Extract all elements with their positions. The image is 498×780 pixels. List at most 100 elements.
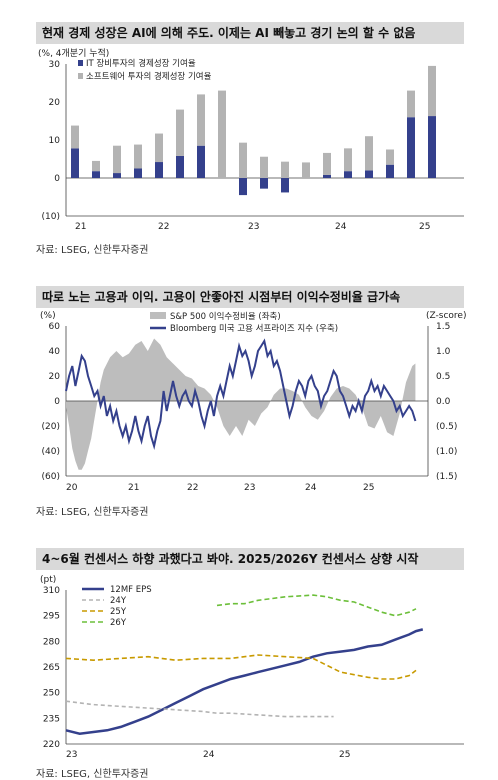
chart3-line-0: [65, 628, 424, 735]
chart1-x-tick: 24: [335, 222, 347, 232]
chart1-bar-it: [428, 116, 436, 178]
chart1-y-tick: 10: [49, 136, 61, 146]
chart2-legend-swatch: [150, 312, 166, 319]
chart1-bar-sw: [113, 145, 121, 174]
chart2-y-tick-right: 0.5: [436, 372, 450, 382]
chart2-panel: 따로 노는 고용과 이익. 고용이 안좋아진 시점부터 이익수정비율 급가속: [36, 286, 464, 308]
chart1-bar-sw: [239, 142, 247, 178]
chart2-source: 자료: LSEG, 신한투자증권: [36, 507, 149, 518]
chart1-source: 자료: LSEG, 신한투자증권: [36, 245, 149, 256]
chart1-bar-sw: [407, 90, 415, 118]
chart1-y-tick: (10): [42, 212, 60, 222]
chart1-bar-it: [134, 168, 142, 178]
chart3-panel: 4~6월 컨센서스 하향 과했다고 봐야. 2025/2026Y 컨센서스 상향…: [36, 548, 464, 570]
chart2-y-tick-left: (40): [42, 447, 60, 457]
chart1-title: 현재 경제 성장은 AI에 의해 주도. 이제는 AI 빼놓고 경기 논의 할 …: [36, 22, 464, 44]
chart3-source: 자료: LSEG, 신한투자증권: [36, 769, 149, 780]
chart1-y-tick: 30: [49, 60, 61, 70]
chart1-bar-sw: [218, 90, 226, 178]
chart2-y-tick-right: (0.5): [436, 422, 457, 432]
chart2-left-unit: (%): [40, 311, 56, 321]
chart3-y-tick: 250: [43, 689, 60, 699]
chart1-y-tick: 20: [49, 98, 61, 108]
chart2-x-tick: 20: [66, 483, 78, 493]
chart1-bar-it: [71, 148, 79, 178]
chart1-bar-it: [113, 173, 121, 178]
chart3-legend-label: 24Y: [110, 596, 127, 606]
chart2-legend-label: S&P 500 이익수정비율 (좌축): [170, 311, 281, 322]
chart2-x-tick: 24: [305, 483, 317, 493]
chart1-bar-it: [365, 170, 373, 178]
chart3-title: 4~6월 컨센서스 하향 과했다고 봐야. 2025/2026Y 컨센서스 상향…: [36, 548, 464, 570]
chart1-bar-it: [386, 164, 394, 178]
chart2-right-unit: (Z-score): [426, 311, 466, 321]
chart3-x-tick: 25: [339, 750, 350, 760]
chart1-legend-swatch: [78, 73, 83, 79]
chart1-legend-label: 소프트웨어 투자의 경제성장 기여율: [86, 71, 212, 82]
chart1-bar-it: [239, 178, 247, 196]
chart1-legend-label: IT 장비투자의 경제성장 기여율: [86, 58, 196, 69]
chart1-x-tick: 23: [248, 222, 259, 232]
chart2-y-tick-right: (1.0): [436, 447, 457, 457]
chart2-x-tick: 21: [128, 483, 139, 493]
chart3-legend-label: 25Y: [110, 607, 127, 617]
chart1-bar-sw: [323, 152, 331, 175]
chart3-legend-label: 26Y: [110, 618, 127, 628]
chart1-bar-it: [176, 155, 184, 178]
chart1-bar-sw: [71, 125, 79, 149]
chart2-x-tick: 25: [363, 483, 374, 493]
chart1-bar-it: [281, 178, 289, 193]
chart2-y-tick-right: 1.5: [436, 322, 450, 332]
chart1-bar-sw: [344, 148, 352, 172]
chart2-svg: (%) (Z-score) 60 40 20 0 (20) (40) (60) 1.5 1.0 0.5…: [40, 311, 466, 493]
chart2-y-tick-right: 0.0: [436, 397, 451, 407]
chart1-svg: (%, 4개분기 누적)30 20 10 0 (10) 21 22 23 24 25 IT 장비투자…: [38, 47, 464, 232]
chart3-line-3: [216, 594, 417, 617]
chart1-bar-sw: [176, 109, 184, 156]
chart1-bar-it: [407, 117, 415, 178]
chart1-bar-sw: [386, 149, 394, 165]
chart1-bar-sw: [155, 133, 163, 163]
chart3-y-tick: 280: [43, 637, 60, 647]
chart1-bar-it: [155, 162, 163, 178]
chart1-bar-it: [344, 171, 352, 178]
chart3-y-tick: 235: [43, 714, 60, 724]
chart3-y-tick: 220: [43, 740, 60, 750]
chart1-bar-sw: [260, 156, 268, 178]
chart1-bar-sw: [302, 162, 310, 178]
chart1-panel: 현재 경제 성장은 AI에 의해 주도. 이제는 AI 빼놓고 경기 논의 할 …: [36, 22, 464, 44]
chart1-bar-sw: [92, 160, 100, 172]
chart3-y-tick: 310: [43, 586, 60, 596]
chart2-area-sp500: [66, 338, 416, 470]
chart3-line-2: [65, 654, 417, 680]
chart2-y-tick-right: (1.5): [436, 472, 457, 482]
chart2-title: 따로 노는 고용과 이익. 고용이 안좋아진 시점부터 이익수정비율 급가속: [36, 286, 464, 308]
chart2-legend-label: Bloomberg 미국 고용 서프라이즈 지수 (우축): [170, 323, 338, 334]
chart1-bar-it: [92, 171, 100, 178]
chart1-bar-it: [260, 178, 268, 189]
chart3-legend-label: 12MF EPS: [110, 585, 152, 595]
chart1-bar-it: [323, 174, 331, 178]
chart1-bar-sw: [428, 65, 436, 117]
chart2-x-tick: 22: [187, 483, 198, 493]
chart2-y-tick-left: 0: [54, 397, 60, 407]
chart2-y-tick-left: (60): [42, 472, 60, 482]
chart3-x-tick: 24: [203, 750, 215, 760]
chart3-y-tick: 295: [43, 612, 60, 622]
chart1-legend-swatch: [78, 60, 83, 66]
chart1-bar-sw: [365, 136, 373, 171]
chart1-unit-label: (%, 4개분기 누적): [38, 47, 109, 59]
chart2-y-tick-left: 60: [49, 322, 61, 332]
chart2-line-employment: [65, 338, 417, 450]
chart3-x-tick: 23: [66, 750, 77, 760]
chart1-y-tick: 0: [54, 174, 60, 184]
chart1-bar-sw: [281, 161, 289, 178]
chart2-y-tick-left: (20): [42, 422, 60, 432]
chart3-unit-label: (pt): [40, 575, 56, 585]
chart2-y-tick-right: 1.0: [436, 347, 451, 357]
chart1-bar-sw: [197, 94, 205, 146]
chart3-line-1: [65, 700, 334, 718]
chart2-y-tick-left: 40: [49, 347, 61, 357]
chart2-y-tick-left: 20: [49, 372, 61, 382]
